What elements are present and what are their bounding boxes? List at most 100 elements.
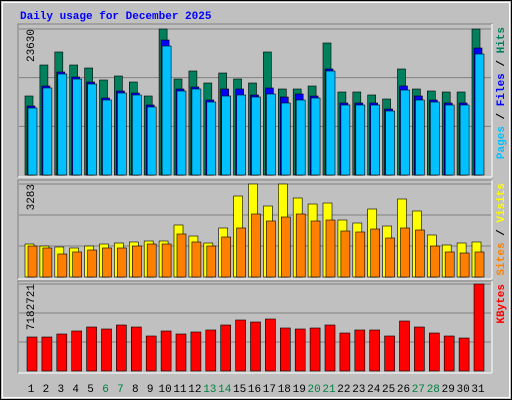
x-tick-label: 8 <box>132 384 139 396</box>
x-tick-label: 6 <box>102 384 109 396</box>
legend: KBytes <box>496 284 508 324</box>
bar <box>251 96 261 176</box>
x-tick-label: 4 <box>72 384 79 396</box>
x-tick-label: 9 <box>147 384 154 396</box>
bar <box>221 236 231 278</box>
bar <box>385 237 395 278</box>
bar <box>340 104 351 176</box>
bar <box>473 283 485 372</box>
y-tick-label: 23630 <box>26 29 38 62</box>
legend-separator: / <box>496 106 508 126</box>
bar <box>221 95 231 176</box>
bar <box>236 227 246 278</box>
bar <box>42 87 53 176</box>
legend-entry: Visits <box>496 183 508 223</box>
chart-title: Daily usage for December 2025 <box>20 11 212 23</box>
bar <box>26 336 38 372</box>
x-tick-label: 2 <box>43 384 50 396</box>
bar <box>71 330 82 372</box>
x-tick-label: 19 <box>293 384 306 396</box>
x-tick-label: 28 <box>427 384 440 396</box>
bar <box>400 227 410 278</box>
bar <box>191 241 202 278</box>
bar <box>295 99 306 176</box>
bar <box>310 220 321 278</box>
bar <box>429 101 440 176</box>
bar <box>459 252 470 278</box>
bar <box>280 102 291 176</box>
bar <box>280 216 291 278</box>
bar <box>370 228 381 278</box>
bar <box>459 104 470 176</box>
bar <box>279 327 291 372</box>
bar <box>145 335 157 372</box>
x-tick-label: 18 <box>278 384 291 396</box>
bar <box>354 329 366 372</box>
x-tick-label: 7 <box>117 384 124 396</box>
x-tick-label: 24 <box>367 384 381 396</box>
bar <box>176 90 187 176</box>
bar <box>56 333 68 372</box>
x-tick-label: 17 <box>263 384 276 396</box>
x-tick-label: 22 <box>337 384 350 396</box>
bar <box>235 319 246 372</box>
bar <box>250 321 261 372</box>
x-tick-label: 1 <box>28 384 35 396</box>
bar <box>220 324 231 372</box>
bar <box>191 88 202 176</box>
legend: Pages / Files / Hits <box>496 27 508 159</box>
bar <box>415 99 425 176</box>
x-tick-label: 23 <box>352 384 365 396</box>
bar <box>41 336 53 372</box>
bar <box>102 99 112 176</box>
bar <box>400 89 410 176</box>
x-tick-label: 20 <box>307 384 320 396</box>
bar <box>57 253 68 278</box>
bar <box>339 332 351 372</box>
bar <box>27 107 38 176</box>
bar <box>176 233 187 278</box>
bar <box>57 73 68 176</box>
x-tick-label: 29 <box>442 384 455 396</box>
bar <box>236 94 246 176</box>
bar <box>72 78 82 176</box>
bar <box>324 324 336 372</box>
bar <box>385 110 395 176</box>
legend-entry: Hits <box>496 27 508 53</box>
legend-separator: / <box>496 223 508 243</box>
y-tick-label: 3283 <box>26 184 38 210</box>
bar <box>42 247 53 278</box>
x-tick-label: 31 <box>471 384 485 396</box>
bar <box>102 247 112 278</box>
x-tick-label: 27 <box>412 384 425 396</box>
bar <box>458 337 470 372</box>
x-tick-label: 5 <box>87 384 94 396</box>
bar <box>146 243 157 278</box>
bar <box>309 327 321 372</box>
bar <box>310 97 321 176</box>
y-tick-label: 7182721 <box>26 284 38 331</box>
bar <box>175 333 187 372</box>
x-tick-label: 10 <box>158 384 171 396</box>
legend-separator: / <box>496 53 508 73</box>
bar <box>428 332 440 372</box>
legend-entry: KBytes <box>496 284 508 324</box>
x-tick-label: 26 <box>397 384 410 396</box>
bar <box>266 93 276 176</box>
bar <box>206 245 217 278</box>
bar <box>340 230 351 278</box>
bar <box>444 251 455 278</box>
x-tick-label: 15 <box>233 384 246 396</box>
bar <box>355 231 366 278</box>
bar <box>325 70 336 176</box>
bar <box>474 251 485 278</box>
x-tick-label: 11 <box>173 384 187 396</box>
x-tick-label: 21 <box>322 384 336 396</box>
bar <box>87 83 97 176</box>
bar <box>146 106 157 176</box>
bar <box>131 326 142 372</box>
bar <box>399 320 410 372</box>
bar <box>325 219 336 278</box>
bar <box>72 251 82 278</box>
